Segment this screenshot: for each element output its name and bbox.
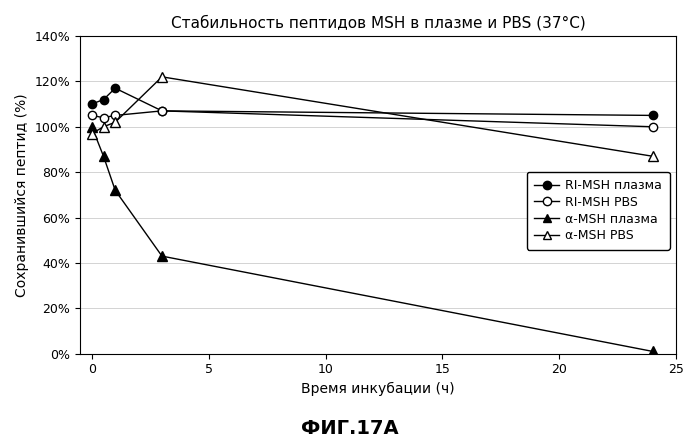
α-MSH PBS: [649, 154, 657, 159]
α-MSH PBS: [87, 131, 96, 136]
RI-MSH плазма: [87, 101, 96, 107]
RI-MSH PBS: [111, 113, 120, 118]
Y-axis label: Сохранившийся пептид (%): Сохранившийся пептид (%): [15, 93, 29, 297]
Legend: RI-MSH плазма, RI-MSH PBS, α-MSH плазма, α-MSH PBS: RI-MSH плазма, RI-MSH PBS, α-MSH плазма,…: [526, 171, 670, 250]
α-MSH плазма: [111, 188, 120, 193]
Line: RI-MSH PBS: RI-MSH PBS: [87, 107, 657, 131]
Text: ФИГ.17А: ФИГ.17А: [301, 419, 398, 438]
RI-MSH плазма: [158, 108, 166, 114]
X-axis label: Время инкубации (ч): Время инкубации (ч): [301, 382, 455, 396]
α-MSH PBS: [111, 120, 120, 125]
α-MSH плазма: [158, 253, 166, 259]
RI-MSH PBS: [649, 124, 657, 130]
RI-MSH плазма: [111, 86, 120, 91]
α-MSH плазма: [99, 154, 108, 159]
Line: α-MSH PBS: α-MSH PBS: [87, 72, 658, 161]
RI-MSH плазма: [649, 113, 657, 118]
α-MSH плазма: [649, 349, 657, 354]
RI-MSH плазма: [99, 97, 108, 102]
α-MSH PBS: [158, 74, 166, 80]
RI-MSH PBS: [99, 115, 108, 120]
RI-MSH PBS: [158, 108, 166, 114]
α-MSH PBS: [99, 124, 108, 130]
Title: Стабильность пептидов MSH в плазме и PBS (37°C): Стабильность пептидов MSH в плазме и PBS…: [171, 15, 586, 30]
Line: α-MSH плазма: α-MSH плазма: [87, 122, 658, 356]
Line: RI-MSH плазма: RI-MSH плазма: [87, 84, 657, 120]
α-MSH плазма: [87, 124, 96, 130]
RI-MSH PBS: [87, 113, 96, 118]
